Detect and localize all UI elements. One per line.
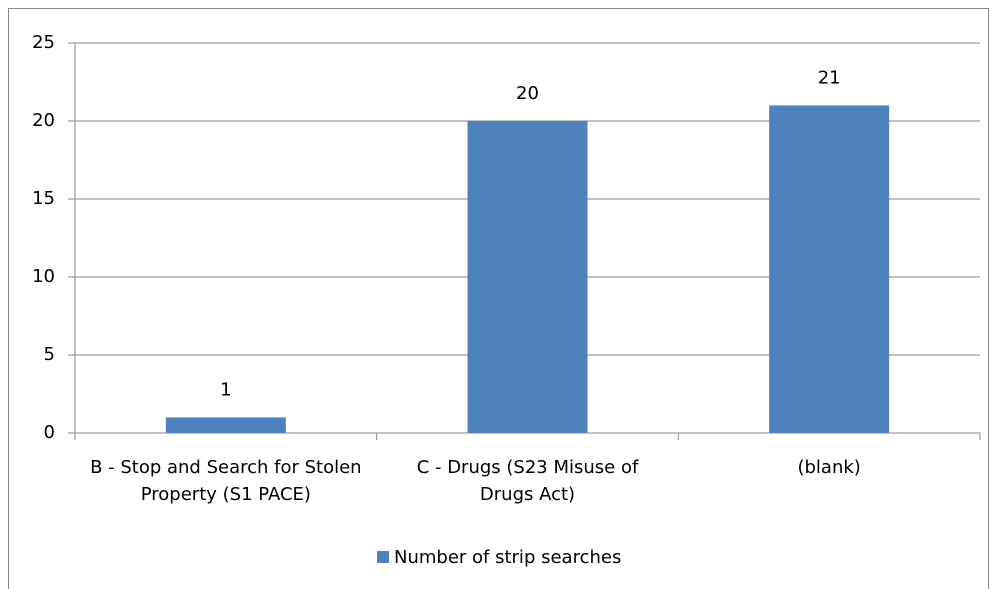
- x-tick-label: C - Drugs (S23 Misuse of Drugs Act): [416, 457, 639, 505]
- data-label: 1: [220, 379, 231, 400]
- data-label: 21: [818, 67, 841, 88]
- x-tick-label: (blank): [797, 457, 861, 478]
- legend-swatch: [377, 551, 389, 563]
- y-tick-label: 25: [32, 32, 55, 53]
- y-tick-label: 10: [32, 266, 55, 287]
- x-tick-label: B - Stop and Search for Stolen Property …: [90, 457, 362, 505]
- bar: [467, 121, 588, 433]
- y-tick-label: 0: [44, 422, 55, 443]
- y-tick-label: 5: [44, 344, 55, 365]
- y-tick-label: 15: [32, 188, 55, 209]
- bar: [769, 105, 890, 434]
- y-tick-label: 20: [32, 110, 55, 131]
- legend-label: Number of strip searches: [394, 547, 621, 568]
- data-label: 20: [516, 83, 539, 104]
- bar: [165, 417, 286, 433]
